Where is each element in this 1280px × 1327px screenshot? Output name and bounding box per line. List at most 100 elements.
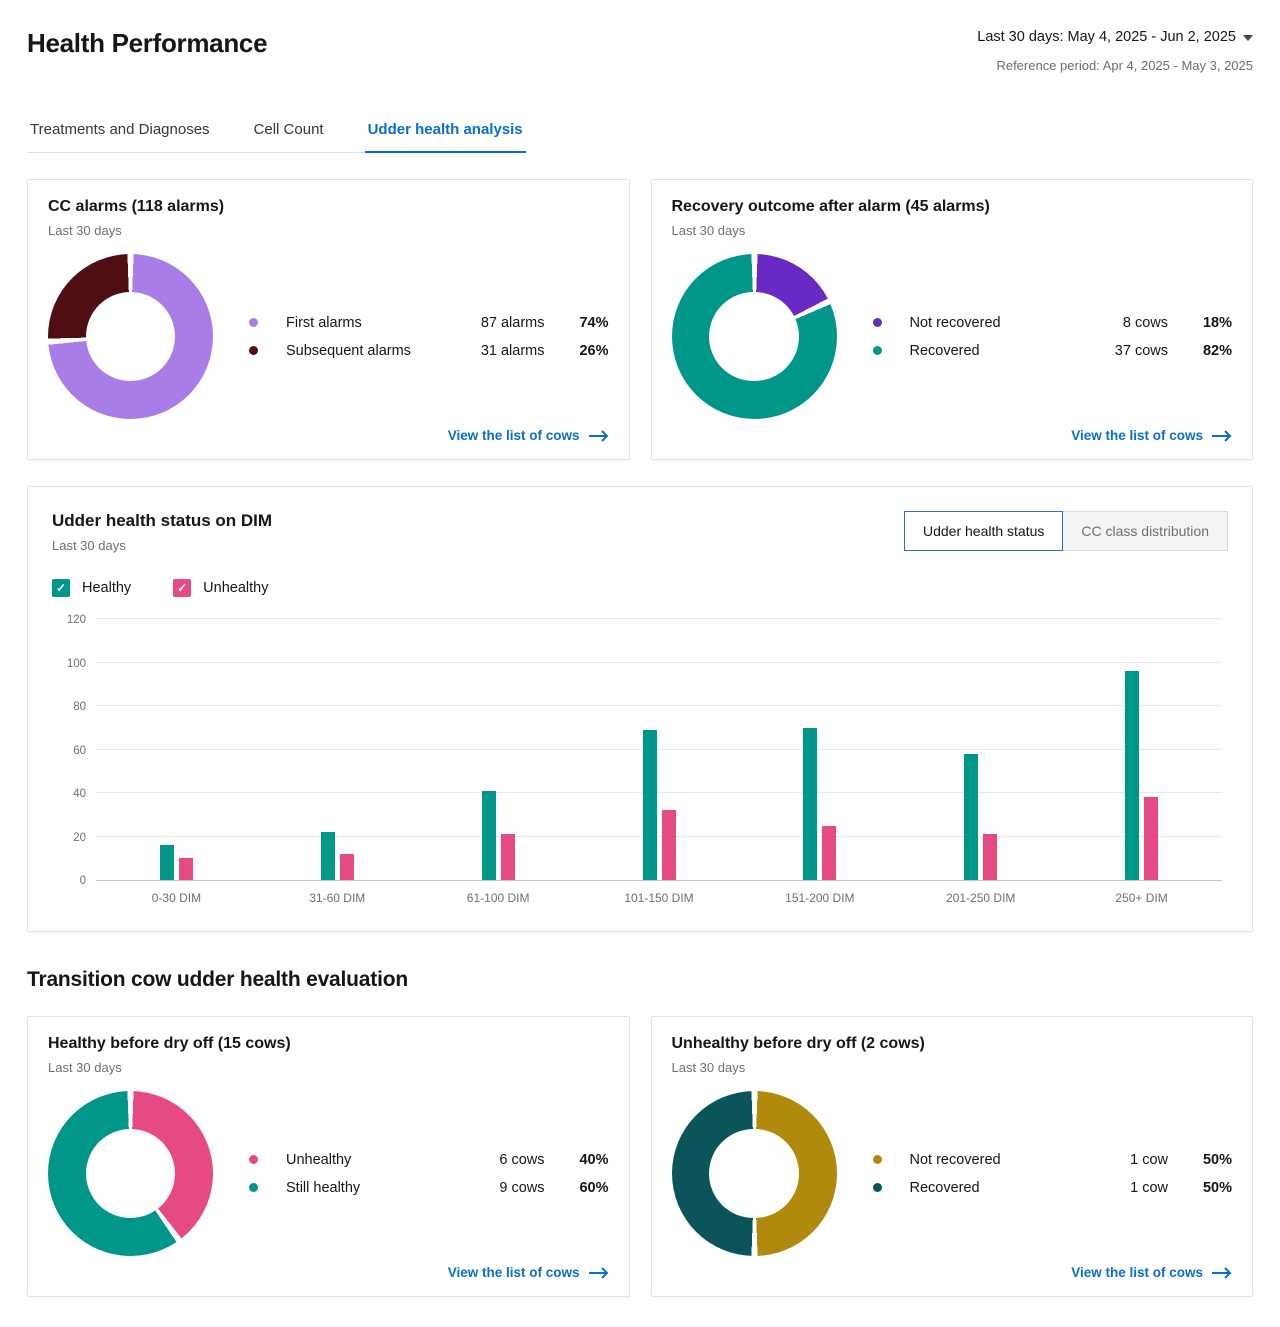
- bar-group: [418, 619, 579, 880]
- reference-period-label: Reference period: Apr 4, 2025 - May 3, 2…: [996, 58, 1253, 73]
- healthy-dryoff-legend: Unhealthy 6 cows 40% Still healthy 9 cow…: [249, 1152, 609, 1196]
- arrow-right-icon: [1212, 1266, 1232, 1279]
- header: Health Performance Last 30 days: May 4, …: [27, 28, 1253, 73]
- card-body: First alarms 87 alarms 74% Subsequent al…: [48, 254, 609, 419]
- legend-row: Subsequent alarms 31 alarms 26%: [249, 343, 609, 359]
- healthy-checkbox-icon: [52, 579, 70, 597]
- legend-percentage: 74%: [579, 314, 609, 331]
- tab-cell-count[interactable]: Cell Count: [253, 121, 324, 138]
- bar-unhealthy: [339, 853, 354, 880]
- legend-value: 87 alarms: [480, 314, 545, 331]
- bar-group: [900, 619, 1061, 880]
- legend-item-healthy[interactable]: Healthy: [52, 579, 131, 597]
- legend-value: 6 cows: [499, 1151, 545, 1168]
- legend-label: Not recovered: [909, 314, 1001, 331]
- donut-hole: [709, 1128, 799, 1219]
- card-body: Unhealthy 6 cows 40% Still healthy 9 cow…: [48, 1091, 609, 1256]
- legend-label: Healthy: [82, 580, 132, 596]
- legend-row: Not recovered 8 cows 18%: [872, 314, 1232, 331]
- tab-treatments-and-diagnoses[interactable]: Treatments and Diagnoses: [30, 121, 210, 138]
- gridline: [96, 748, 1222, 750]
- legend-dot: [872, 318, 882, 327]
- card-subtitle: Last 30 days: [48, 1060, 122, 1075]
- view-list-of-cows-link[interactable]: View the list of cows: [448, 1265, 609, 1280]
- alarm-cards-row: CC alarms (118 alarms) Last 30 days Firs…: [27, 179, 1253, 460]
- legend-label: Recovered: [909, 342, 980, 359]
- legend-value: 8 cows: [1122, 314, 1168, 331]
- bar-group: [96, 619, 257, 880]
- legend-value: 1 cow: [1130, 1151, 1168, 1168]
- card-title: Unhealthy before dry off (2 cows): [671, 1035, 925, 1052]
- card-link-row: View the list of cows: [672, 1264, 1233, 1282]
- card-unhealthy-before-dry-off: Unhealthy before dry off (2 cows) Last 3…: [650, 1016, 1253, 1297]
- date-range-label: Last 30 days: May 4, 2025 - Jun 2, 2025: [977, 29, 1236, 45]
- bar-unhealthy: [661, 810, 676, 880]
- bar-group: [739, 619, 900, 880]
- y-axis-label: 120: [66, 614, 86, 626]
- bar-healthy: [320, 832, 335, 880]
- card-title: CC alarms (118 alarms): [48, 198, 225, 215]
- legend-dot: [872, 1183, 882, 1192]
- chart-title: Udder health status on DIM: [52, 511, 273, 530]
- card-title: Healthy before dry off (15 cows): [48, 1035, 291, 1052]
- unhealthy-dryoff-legend: Not recovered 1 cow 50% Recovered 1 cow …: [872, 1151, 1232, 1196]
- chevron-down-icon: [1243, 35, 1253, 41]
- gridline: [96, 618, 1222, 619]
- x-axis-label: 31-60 DIM: [309, 891, 366, 905]
- chart-title-block: Udder health status on DIM Last 30 days: [52, 511, 272, 553]
- bar-healthy: [642, 729, 657, 880]
- chart-subtitle: Last 30 days: [52, 538, 126, 553]
- legend-row: Unhealthy 6 cows 40%: [249, 1152, 609, 1168]
- card-healthy-before-dry-off: Healthy before dry off (15 cows) Last 30…: [27, 1016, 630, 1297]
- card-body: Not recovered 8 cows 18% Recovered 37 co…: [671, 254, 1232, 419]
- legend-item-unhealthy[interactable]: Unhealthy: [173, 579, 268, 597]
- bar-chart: 0 20 40 60 80 100 120: [52, 614, 1228, 887]
- legend-dot: [249, 318, 258, 327]
- link-label: View the list of cows: [1071, 428, 1203, 443]
- tab-bar: Treatments and Diagnoses Cell Count Udde…: [27, 111, 526, 153]
- bar-group: [579, 619, 740, 880]
- legend-dot: [249, 1155, 258, 1164]
- y-axis-label: 0: [79, 875, 86, 887]
- donut-hole: [85, 291, 176, 382]
- legend-value: 9 cows: [499, 1179, 545, 1196]
- view-list-of-cows-link[interactable]: View the list of cows: [448, 428, 609, 443]
- tab-udder-health-analysis[interactable]: Udder health analysis: [364, 111, 526, 153]
- legend-percentage: 50%: [1202, 1151, 1232, 1168]
- link-label: View the list of cows: [1071, 1265, 1203, 1280]
- bar-unhealthy: [983, 834, 998, 880]
- y-axis-label: 20: [73, 831, 86, 844]
- card-link-row: View the list of cows: [672, 427, 1233, 445]
- date-range-dropdown[interactable]: Last 30 days: May 4, 2025 - Jun 2, 2025: [977, 29, 1253, 45]
- legend-dot: [872, 1155, 882, 1164]
- page-title: Health Performance: [27, 28, 268, 58]
- card-cc-alarms: CC alarms (118 alarms) Last 30 days Firs…: [27, 179, 630, 460]
- legend-row: Recovered 1 cow 50%: [872, 1179, 1232, 1196]
- view-list-of-cows-link[interactable]: View the list of cows: [1071, 1265, 1232, 1280]
- legend-row: Not recovered 1 cow 50%: [872, 1151, 1232, 1168]
- legend-label: Unhealthy: [286, 1151, 352, 1168]
- card-subtitle: Last 30 days: [671, 1060, 746, 1075]
- cc-alarms-donut-chart: [48, 254, 213, 419]
- toggle-udder-health-status[interactable]: Udder health status: [903, 511, 1064, 551]
- link-label: View the list of cows: [447, 428, 580, 443]
- gridline: [96, 705, 1222, 706]
- chart-view-toggle: Udder health status CC class distributio…: [903, 511, 1228, 551]
- bar-healthy: [964, 753, 979, 880]
- chart-legend: Healthy Unhealthy: [52, 579, 1228, 597]
- x-labels: 0-30 DIM 31-60 DIM 61-100 DIM 101-150 DIM 15…: [52, 891, 1228, 913]
- legend-percentage: 50%: [1202, 1179, 1232, 1196]
- toggle-cc-class-distribution[interactable]: CC class distribution: [1062, 511, 1228, 551]
- unhealthy-dryoff-donut-chart: [671, 1091, 837, 1256]
- legend-value: 1 cow: [1130, 1179, 1168, 1196]
- x-axis-label: 101-150 DIM: [624, 891, 694, 905]
- legend-label: First alarms: [286, 314, 362, 331]
- bar-unhealthy: [822, 825, 837, 880]
- y-axis-label: 40: [73, 788, 86, 801]
- legend-label: Recovered: [909, 1179, 980, 1196]
- x-axis-label: 151-200 DIM: [785, 891, 855, 905]
- link-label: View the list of cows: [447, 1265, 580, 1280]
- view-list-of-cows-link[interactable]: View the list of cows: [1071, 428, 1232, 443]
- cc-alarms-legend: First alarms 87 alarms 74% Subsequent al…: [249, 315, 609, 359]
- x-axis-label: 0-30 DIM: [151, 891, 202, 905]
